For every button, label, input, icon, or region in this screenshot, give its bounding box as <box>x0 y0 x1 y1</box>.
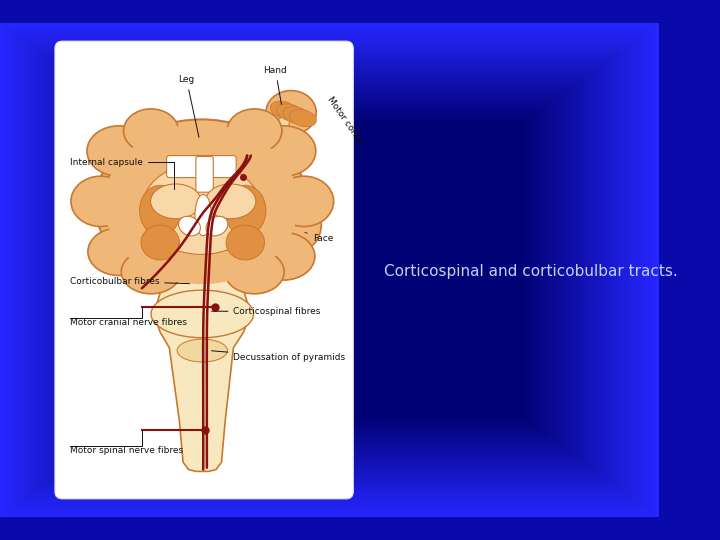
Bar <box>110 103 549 437</box>
Bar <box>55 63 604 477</box>
Ellipse shape <box>227 109 282 153</box>
Ellipse shape <box>121 250 181 294</box>
Bar <box>124 113 536 427</box>
Bar <box>41 53 618 487</box>
Polygon shape <box>238 112 291 171</box>
FancyBboxPatch shape <box>166 156 236 178</box>
Ellipse shape <box>195 194 212 235</box>
Ellipse shape <box>151 290 253 338</box>
Ellipse shape <box>150 184 201 219</box>
Ellipse shape <box>177 339 228 362</box>
Bar <box>37 51 621 489</box>
Ellipse shape <box>253 233 315 280</box>
Bar <box>127 116 532 424</box>
Ellipse shape <box>270 101 297 118</box>
Text: Decussation of pyramids: Decussation of pyramids <box>212 351 346 362</box>
Ellipse shape <box>252 126 316 176</box>
Ellipse shape <box>104 124 298 284</box>
Ellipse shape <box>274 176 333 226</box>
Ellipse shape <box>140 185 181 235</box>
Bar <box>45 56 614 484</box>
Bar <box>130 118 528 422</box>
Text: Motor cranial nerve fibres: Motor cranial nerve fibres <box>70 318 186 327</box>
Polygon shape <box>154 278 251 471</box>
Bar <box>113 106 546 434</box>
Text: Corticospinal and corticobulbar tracts.: Corticospinal and corticobulbar tracts. <box>384 265 678 279</box>
Bar <box>120 111 539 429</box>
Ellipse shape <box>95 119 307 289</box>
Bar <box>48 58 611 482</box>
Ellipse shape <box>283 199 321 249</box>
Bar <box>103 98 556 442</box>
Bar <box>134 121 525 419</box>
Bar <box>96 93 563 447</box>
Ellipse shape <box>179 217 200 236</box>
FancyBboxPatch shape <box>196 157 213 192</box>
Bar <box>79 81 580 459</box>
Bar <box>76 78 583 462</box>
Bar <box>66 71 594 469</box>
Text: Face: Face <box>305 232 333 242</box>
Bar <box>107 101 553 439</box>
Bar <box>68 73 590 467</box>
Bar <box>86 86 573 454</box>
Ellipse shape <box>225 185 266 235</box>
Bar <box>72 76 587 464</box>
Ellipse shape <box>206 217 228 236</box>
Text: Corticospinal fibres: Corticospinal fibres <box>212 307 321 316</box>
Bar <box>93 91 567 449</box>
Ellipse shape <box>225 250 284 294</box>
Ellipse shape <box>226 225 264 260</box>
Ellipse shape <box>71 176 130 226</box>
Text: Corticobulbar fibres: Corticobulbar fibres <box>70 276 189 286</box>
Ellipse shape <box>276 104 304 122</box>
Ellipse shape <box>289 109 316 127</box>
Ellipse shape <box>87 126 151 176</box>
Bar <box>58 66 600 474</box>
Bar <box>52 60 608 480</box>
Ellipse shape <box>283 106 310 124</box>
Ellipse shape <box>266 91 316 134</box>
Bar <box>99 96 559 444</box>
Text: Internal capsule: Internal capsule <box>70 158 174 190</box>
Bar <box>35 48 625 492</box>
Bar <box>89 89 570 451</box>
Bar <box>117 109 542 431</box>
Ellipse shape <box>141 225 179 260</box>
Bar <box>62 68 598 472</box>
Ellipse shape <box>142 163 261 254</box>
Ellipse shape <box>88 228 150 275</box>
Text: Leg: Leg <box>179 76 199 137</box>
Text: Motor spinal nerve fibres: Motor spinal nerve fibres <box>70 446 183 455</box>
Text: Motor cortex: Motor cortex <box>325 96 366 148</box>
Bar <box>82 83 577 457</box>
FancyBboxPatch shape <box>55 41 354 499</box>
Ellipse shape <box>205 184 256 219</box>
Text: Hand: Hand <box>264 66 287 104</box>
Ellipse shape <box>124 109 179 153</box>
